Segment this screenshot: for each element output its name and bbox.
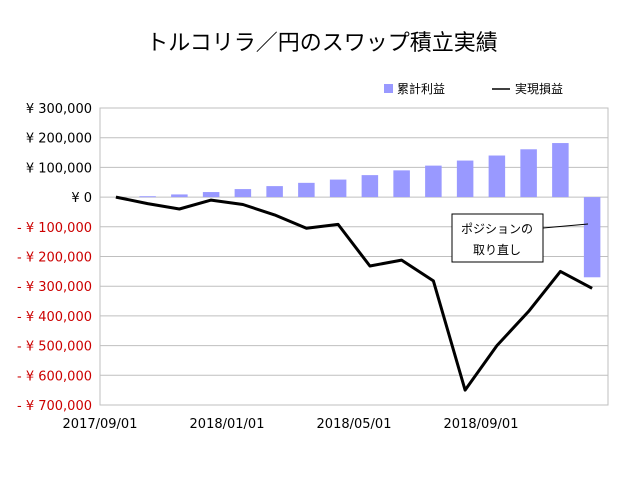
y-tick-label: ¥ 100,000 <box>26 161 92 176</box>
bar <box>266 186 283 198</box>
x-tick-label: 2017/09/01 <box>63 417 138 432</box>
bar <box>552 143 569 198</box>
y-tick-label: - ¥ 200,000 <box>17 251 92 266</box>
bar <box>583 197 601 278</box>
bar <box>298 182 315 198</box>
legend-swatch-bar <box>384 84 393 93</box>
y-tick-label: ¥ 200,000 <box>26 132 92 147</box>
bars <box>139 143 601 278</box>
line-path <box>115 195 593 392</box>
bar <box>171 194 188 198</box>
legend: 累計利益 実現損益 <box>384 81 563 96</box>
bar <box>361 175 379 198</box>
annotation-line-2: 取り直し <box>473 243 521 257</box>
y-tick-label: ¥ 0 <box>71 191 92 206</box>
x-tick-label: 2018/05/01 <box>317 417 392 432</box>
bar <box>456 160 474 198</box>
bar <box>488 155 506 198</box>
plot-border <box>99 107 609 406</box>
bar <box>202 192 220 198</box>
bar <box>393 170 410 198</box>
annotation-callout: ポジションの 取り直し <box>451 213 589 263</box>
y-tick-label: ¥ 300,000 <box>26 102 92 117</box>
grid <box>99 107 609 406</box>
y-tick-label: - ¥ 600,000 <box>17 369 92 384</box>
bar <box>425 165 442 198</box>
y-tick-label: - ¥ 500,000 <box>17 340 92 355</box>
y-tick-label: - ¥ 400,000 <box>17 310 92 325</box>
bar <box>329 179 347 198</box>
y-tick-label: - ¥ 300,000 <box>17 280 92 295</box>
y-axis-ticks: ¥ 300,000 ¥ 200,000 ¥ 100,000 ¥ 0 - ¥ 100,00… <box>17 102 92 414</box>
line-series <box>115 195 593 392</box>
x-tick-label: 2018/09/01 <box>444 417 519 432</box>
annotation-pointer <box>542 223 589 229</box>
legend-label-bar: 累計利益 <box>397 81 445 96</box>
annotation-box <box>451 213 544 263</box>
chart-title: トルコリラ／円のスワップ積立実績 <box>146 31 498 56</box>
legend-label-line: 実現損益 <box>515 81 563 96</box>
annotation-line-1: ポジションの <box>461 222 533 236</box>
y-tick-label: - ¥ 100,000 <box>17 221 92 236</box>
y-tick-label: - ¥ 700,000 <box>17 399 92 414</box>
bar <box>139 196 156 198</box>
bar <box>520 149 537 198</box>
x-axis-ticks: 2017/09/01 2018/01/01 2018/05/01 2018/09/01 <box>63 417 519 432</box>
bar <box>234 189 252 198</box>
x-tick-label: 2018/01/01 <box>190 417 265 432</box>
